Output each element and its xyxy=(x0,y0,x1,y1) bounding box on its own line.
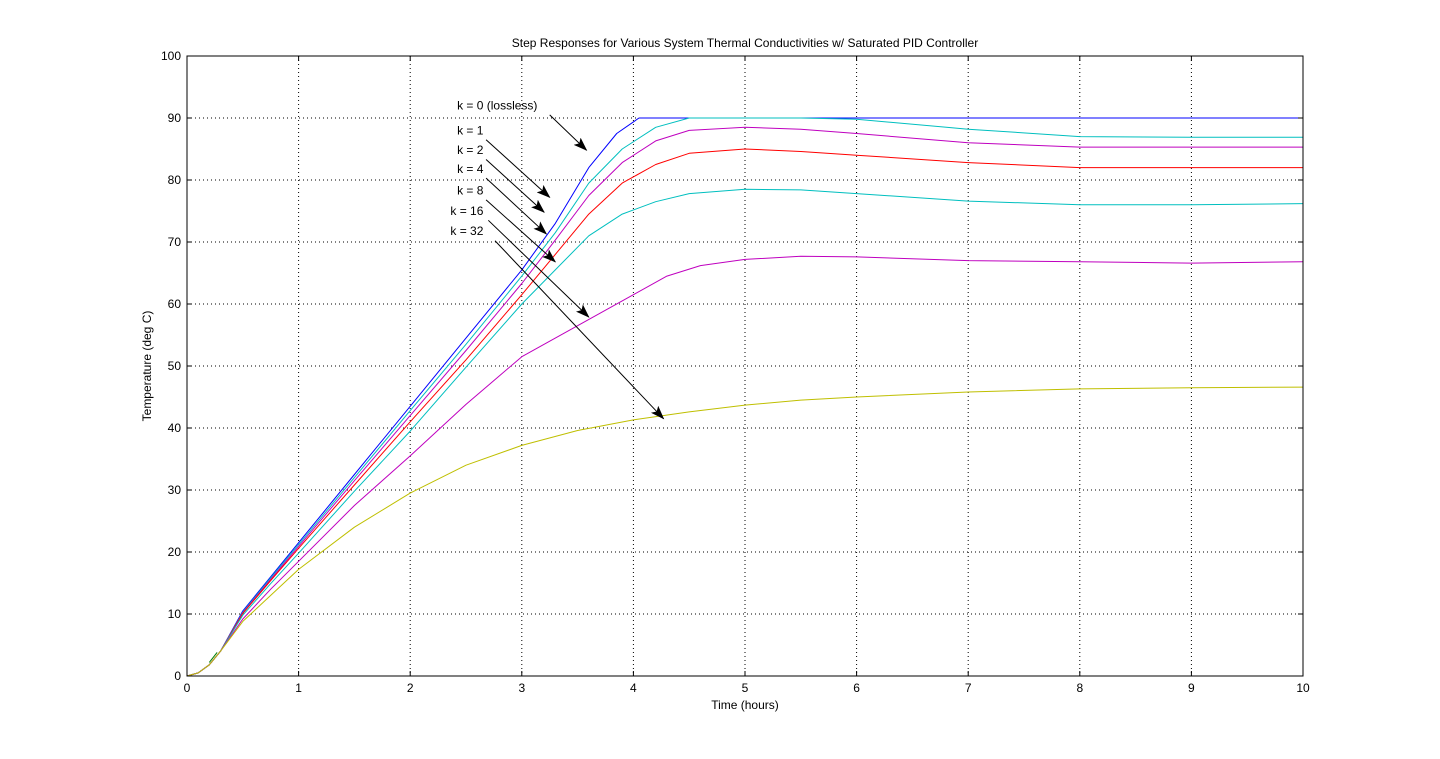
y-axis-label: Temperature (deg C) xyxy=(140,311,154,422)
annotation-label: k = 4 xyxy=(457,162,484,176)
annotation-arrow xyxy=(485,139,551,199)
y-tick-label: 60 xyxy=(168,297,182,311)
x-tick-label: 3 xyxy=(518,681,525,695)
y-tick-label: 50 xyxy=(168,359,182,373)
annotation-label: k = 16 xyxy=(450,204,483,218)
annotation-arrow xyxy=(485,199,557,263)
grid xyxy=(187,56,1303,676)
annotation-label: k = 8 xyxy=(457,184,484,198)
series-line-4 xyxy=(186,188,1304,677)
x-tick-label: 7 xyxy=(965,681,972,695)
x-tick-label: 4 xyxy=(630,681,637,695)
annotation-arrow xyxy=(487,219,590,318)
y-tick-label: 40 xyxy=(168,421,182,435)
annotations: k = 0 (lossless) k = 1 k = 2 k = 4 k = 8 k = … xyxy=(450,99,665,420)
y-tick-label: 0 xyxy=(174,669,181,683)
y-tick-label: 90 xyxy=(168,111,182,125)
x-tick-label: 9 xyxy=(1188,681,1195,695)
annotation-label: k = 32 xyxy=(450,224,483,238)
x-axis-label: Time (hours) xyxy=(711,698,779,712)
y-tick-label: 80 xyxy=(168,173,182,187)
annotation-arrow xyxy=(549,114,588,151)
x-tick-label: 6 xyxy=(853,681,860,695)
chart-title: Step Responses for Various System Therma… xyxy=(512,36,978,50)
annotation-label: k = 2 xyxy=(457,143,484,157)
y-tick-label: 70 xyxy=(168,235,182,249)
y-tick-label: 100 xyxy=(161,49,181,63)
x-tick-label: 1 xyxy=(295,681,302,695)
y-tick-label: 10 xyxy=(168,607,182,621)
x-tick-label: 8 xyxy=(1076,681,1083,695)
annotation-arrow xyxy=(494,240,665,420)
annotation-arrow xyxy=(485,159,545,213)
annotation-arrow xyxy=(485,177,548,235)
x-tick-label: 0 xyxy=(184,681,191,695)
series-line-6 xyxy=(186,386,1304,677)
y-tick-label: 30 xyxy=(168,483,182,497)
y-tick-label: 20 xyxy=(168,545,182,559)
annotation-label: k = 0 (lossless) xyxy=(457,99,537,113)
series-line-7 xyxy=(208,652,218,663)
annotation-label: k = 1 xyxy=(457,123,484,137)
series-layer xyxy=(186,117,1304,677)
x-tick-label: 5 xyxy=(742,681,749,695)
x-tick-label: 2 xyxy=(407,681,414,695)
series-line-5 xyxy=(186,255,1304,677)
x-tick-label: 10 xyxy=(1296,681,1310,695)
